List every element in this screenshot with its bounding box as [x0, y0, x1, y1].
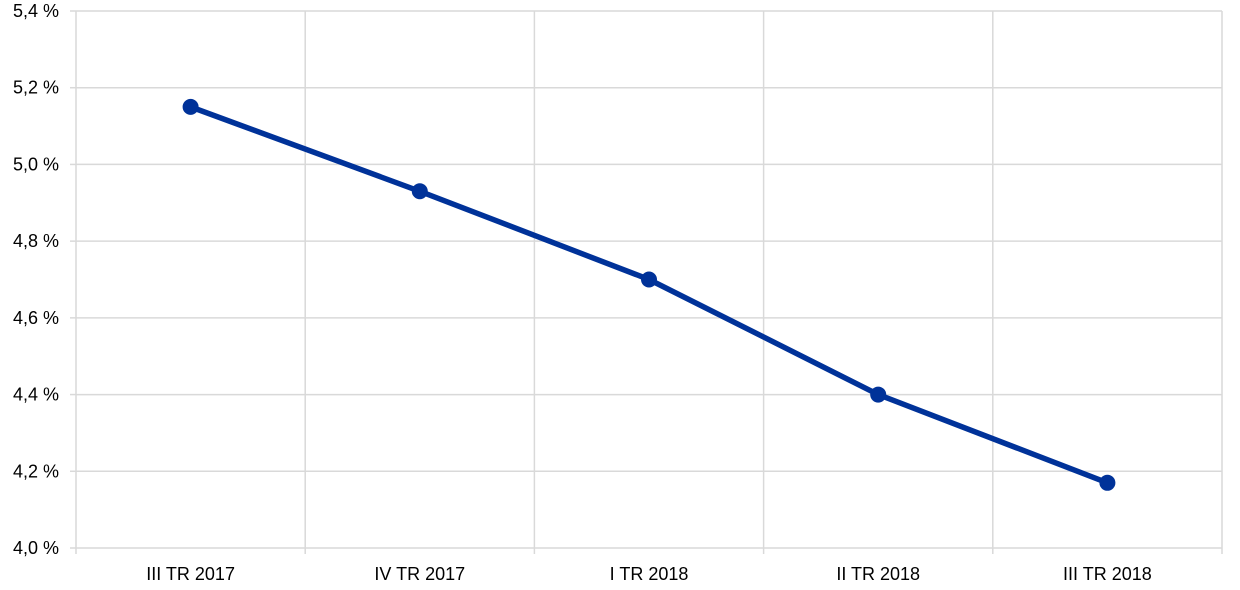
y-axis-tick-labels: 4,0 % 4,2 % 4,4 % 4,6 % 4,8 % 5,0 % 5,2 % 5,4 %: [13, 1, 59, 558]
y-tick-label: 5,4 %: [13, 1, 59, 21]
axes: [70, 10, 1223, 554]
data-point-marker: [1099, 474, 1116, 491]
x-tick-label: IV TR 2017: [374, 564, 465, 584]
y-tick-label: 4,2 %: [13, 461, 59, 481]
x-tick-label: II TR 2018: [836, 564, 920, 584]
grid-lines: [76, 10, 1223, 548]
y-tick-label: 4,4 %: [13, 385, 59, 405]
y-tick-label: 4,6 %: [13, 308, 59, 328]
x-tick-label: III TR 2018: [1063, 564, 1152, 584]
y-tick-label: 5,0 %: [13, 154, 59, 174]
data-point-marker: [870, 386, 887, 403]
x-axis-tick-labels: III TR 2017 IV TR 2017 I TR 2018 II TR 2018…: [146, 564, 1152, 584]
y-tick-label: 4,8 %: [13, 231, 59, 251]
x-tick-label: III TR 2017: [146, 564, 235, 584]
y-tick-label: 4,0 %: [13, 538, 59, 558]
series-line: [187, 104, 1111, 486]
data-point-marker: [411, 183, 428, 200]
series-layer: [182, 98, 1116, 491]
data-point-marker: [182, 98, 199, 115]
data-point-marker: [641, 271, 657, 288]
x-tick-label: I TR 2018: [610, 564, 689, 584]
y-tick-label: 5,2 %: [13, 78, 59, 98]
